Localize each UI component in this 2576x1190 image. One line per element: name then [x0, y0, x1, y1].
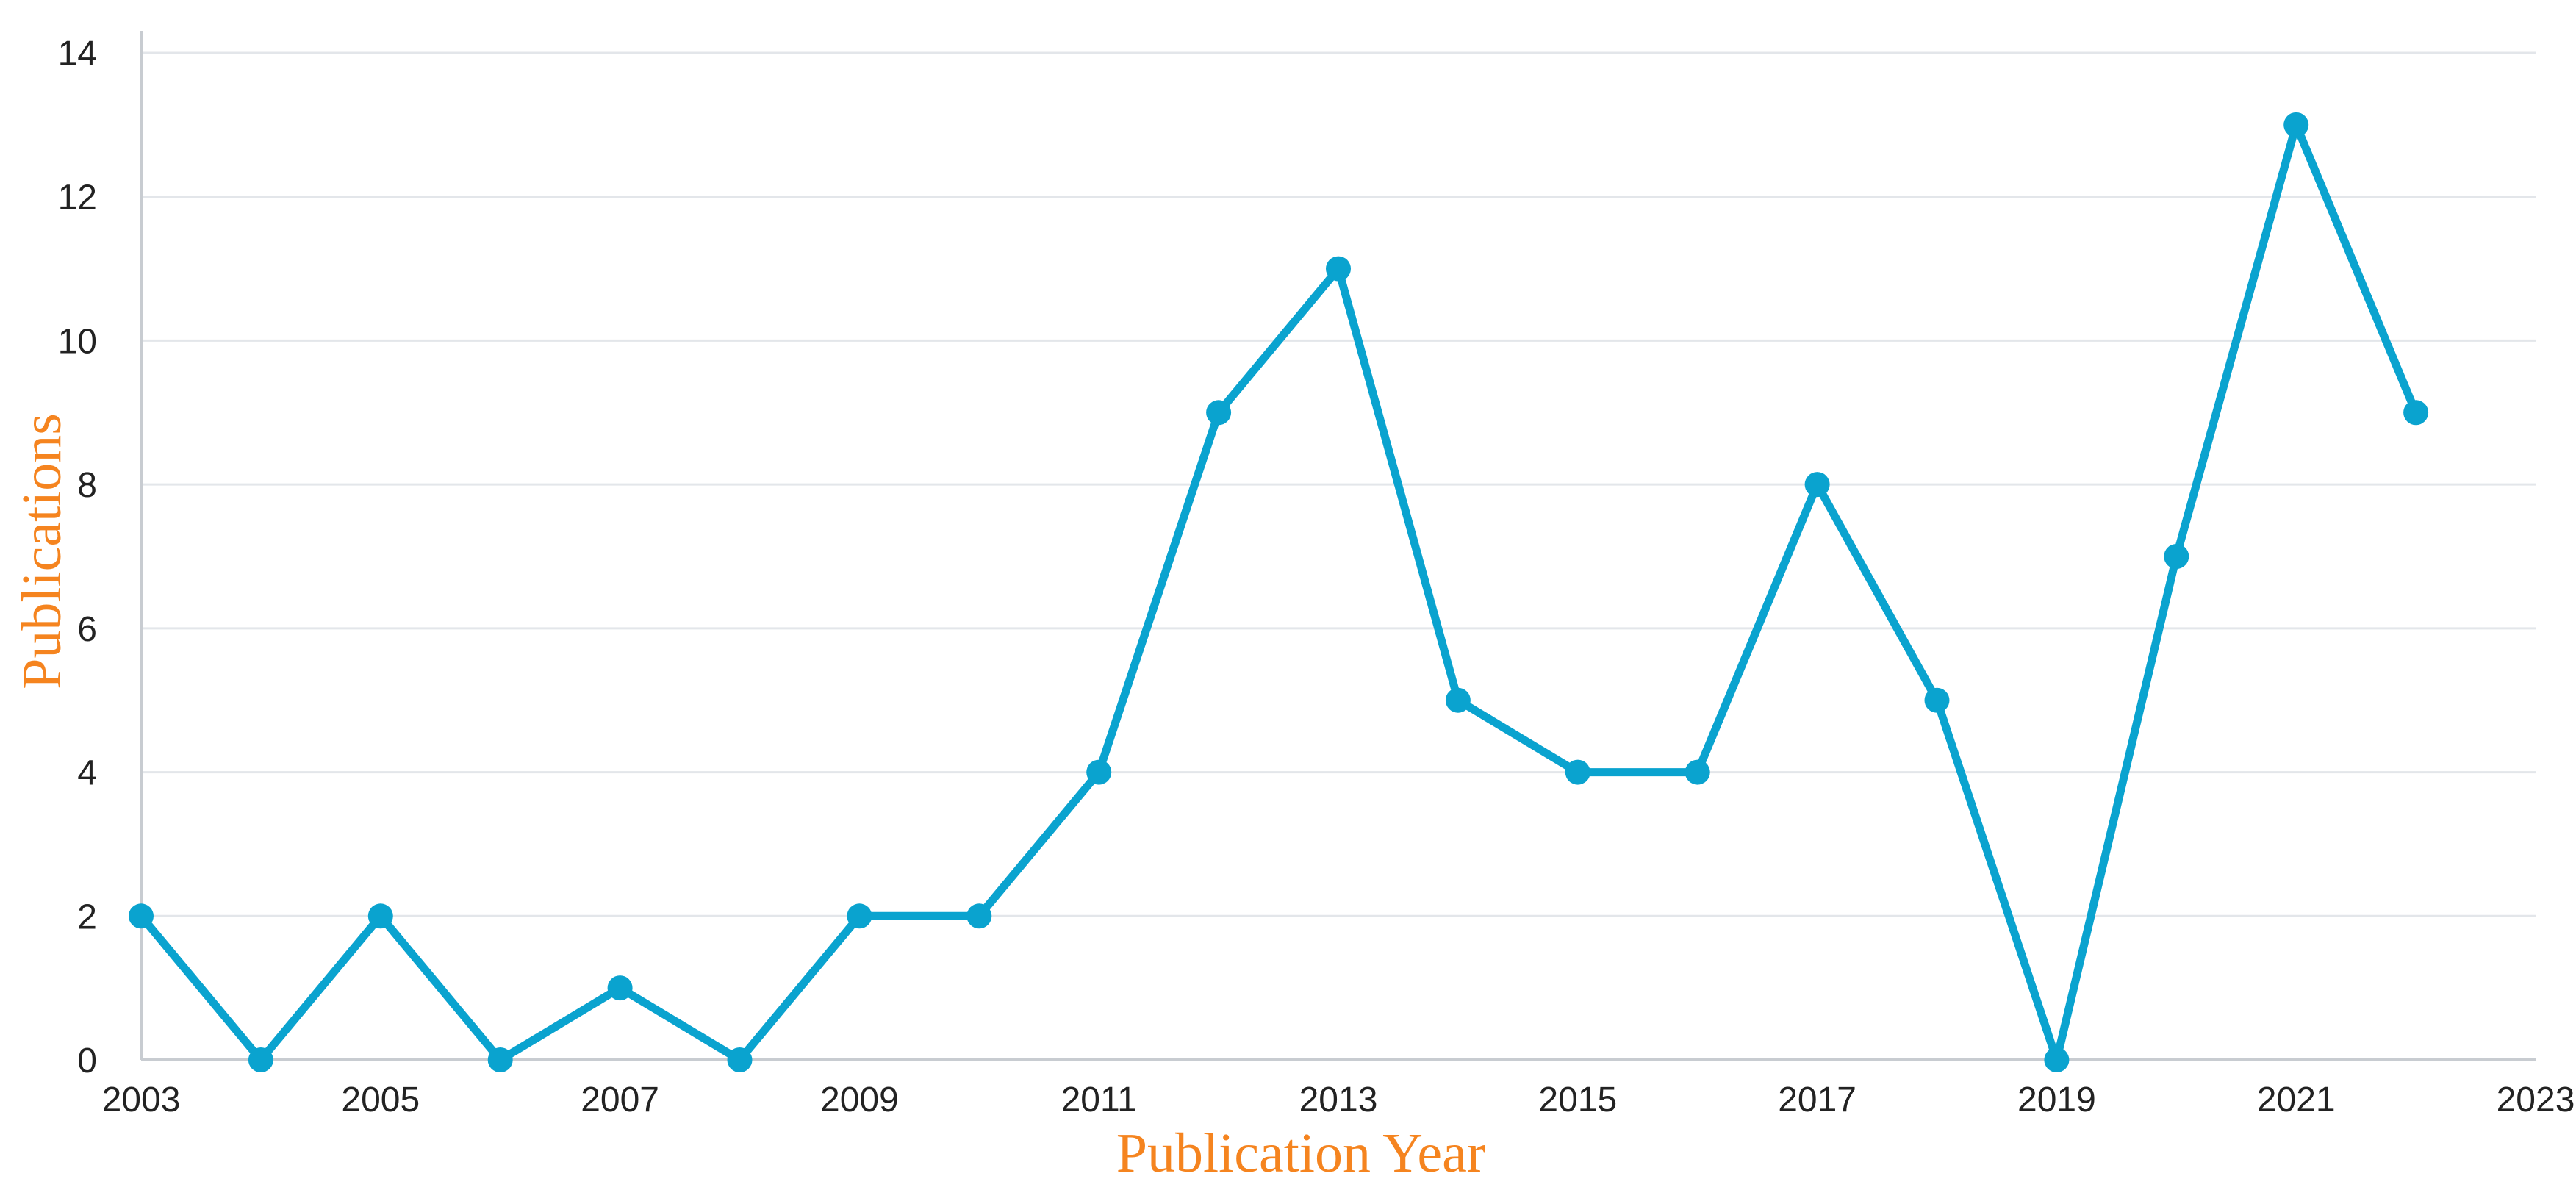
x-tick-label-2009: 2009	[820, 1080, 899, 1119]
series-group	[129, 112, 2429, 1072]
x-tick-label-2007: 2007	[581, 1080, 659, 1119]
axes	[140, 31, 2536, 1061]
data-point-2019	[2044, 1047, 2070, 1072]
y-tick-label-4: 4	[77, 754, 97, 793]
data-point-2003	[129, 903, 154, 929]
data-point-2016	[1685, 759, 1710, 785]
data-point-2006	[487, 1047, 513, 1072]
data-point-2018	[1924, 687, 1950, 713]
x-axis-title: Publication Year	[1116, 1122, 1485, 1184]
y-tick-label-14: 14	[58, 35, 97, 74]
data-point-2009	[847, 903, 872, 929]
data-point-2017	[1804, 472, 1830, 498]
data-point-2020	[2164, 544, 2189, 569]
x-tick-label-2005: 2005	[341, 1080, 420, 1119]
x-tick-label-2017: 2017	[1778, 1080, 1856, 1119]
data-point-2013	[1326, 256, 1351, 282]
gridlines	[141, 51, 2536, 917]
x-tick-label-2023: 2023	[2497, 1080, 2575, 1119]
y-tick-label-10: 10	[58, 322, 97, 361]
x-tick-label-2003: 2003	[102, 1080, 181, 1119]
y-tick-label-6: 6	[77, 610, 97, 649]
x-tick-label-2015: 2015	[1538, 1080, 1617, 1119]
x-tick-labels: 2003 2005 2007 2009 2011 2013 2015 2017 2019 2021…	[102, 1080, 2575, 1119]
data-point-2022	[2403, 400, 2429, 426]
y-axis-title: Publications	[11, 413, 73, 689]
data-point-2014	[1445, 687, 1471, 713]
data-point-2012	[1206, 400, 1232, 426]
y-tick-label-8: 8	[77, 466, 97, 505]
x-tick-label-2013: 2013	[1299, 1080, 1378, 1119]
data-point-2011	[1086, 759, 1112, 785]
y-tick-label-0: 0	[77, 1042, 97, 1080]
data-point-2008	[727, 1047, 753, 1072]
y-tick-labels: 0 2 4 6 8 10 12 14	[58, 35, 97, 1080]
data-point-2010	[966, 903, 992, 929]
data-point-2007	[607, 975, 633, 1001]
data-point-2021	[2283, 112, 2309, 137]
series-line-0	[137, 121, 2420, 1064]
x-tick-label-2019: 2019	[2017, 1080, 2096, 1119]
y-tick-label-2: 2	[77, 897, 97, 936]
x-tick-label-2021: 2021	[2257, 1080, 2336, 1119]
data-point-2005	[367, 903, 393, 929]
y-tick-label-12: 12	[58, 179, 97, 218]
x-tick-label-2011: 2011	[1061, 1080, 1137, 1119]
data-point-2015	[1565, 759, 1590, 785]
data-point-2004	[248, 1047, 273, 1072]
